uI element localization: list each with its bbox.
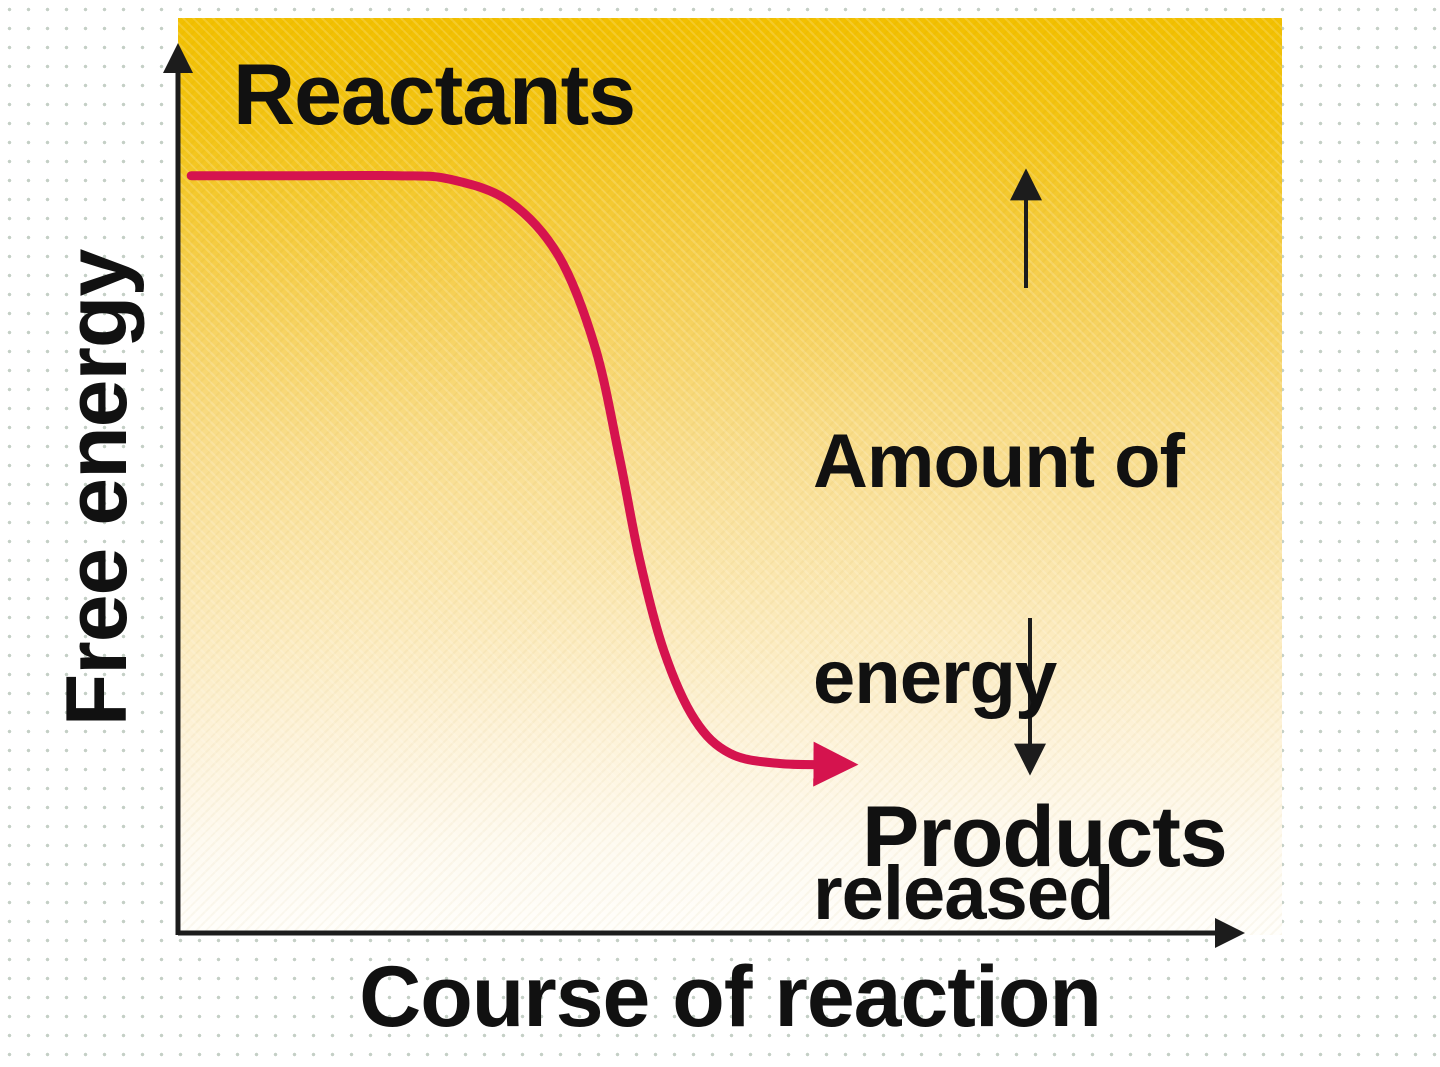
- reactants-label: Reactants: [233, 47, 636, 143]
- products-label: Products: [862, 789, 1228, 885]
- energy-released-annotation: Amount of energy released: [813, 300, 1185, 1056]
- annotation-line-2: energy: [813, 635, 1057, 720]
- x-axis-label: Course of reaction: [359, 949, 1102, 1045]
- reaction-curve: [186, 170, 859, 787]
- annotation-line-1: Amount of: [813, 419, 1185, 504]
- annotation-line-3: released: [813, 851, 1114, 936]
- plot-area: [178, 18, 1282, 935]
- y-axis-label: Free energy: [49, 249, 145, 727]
